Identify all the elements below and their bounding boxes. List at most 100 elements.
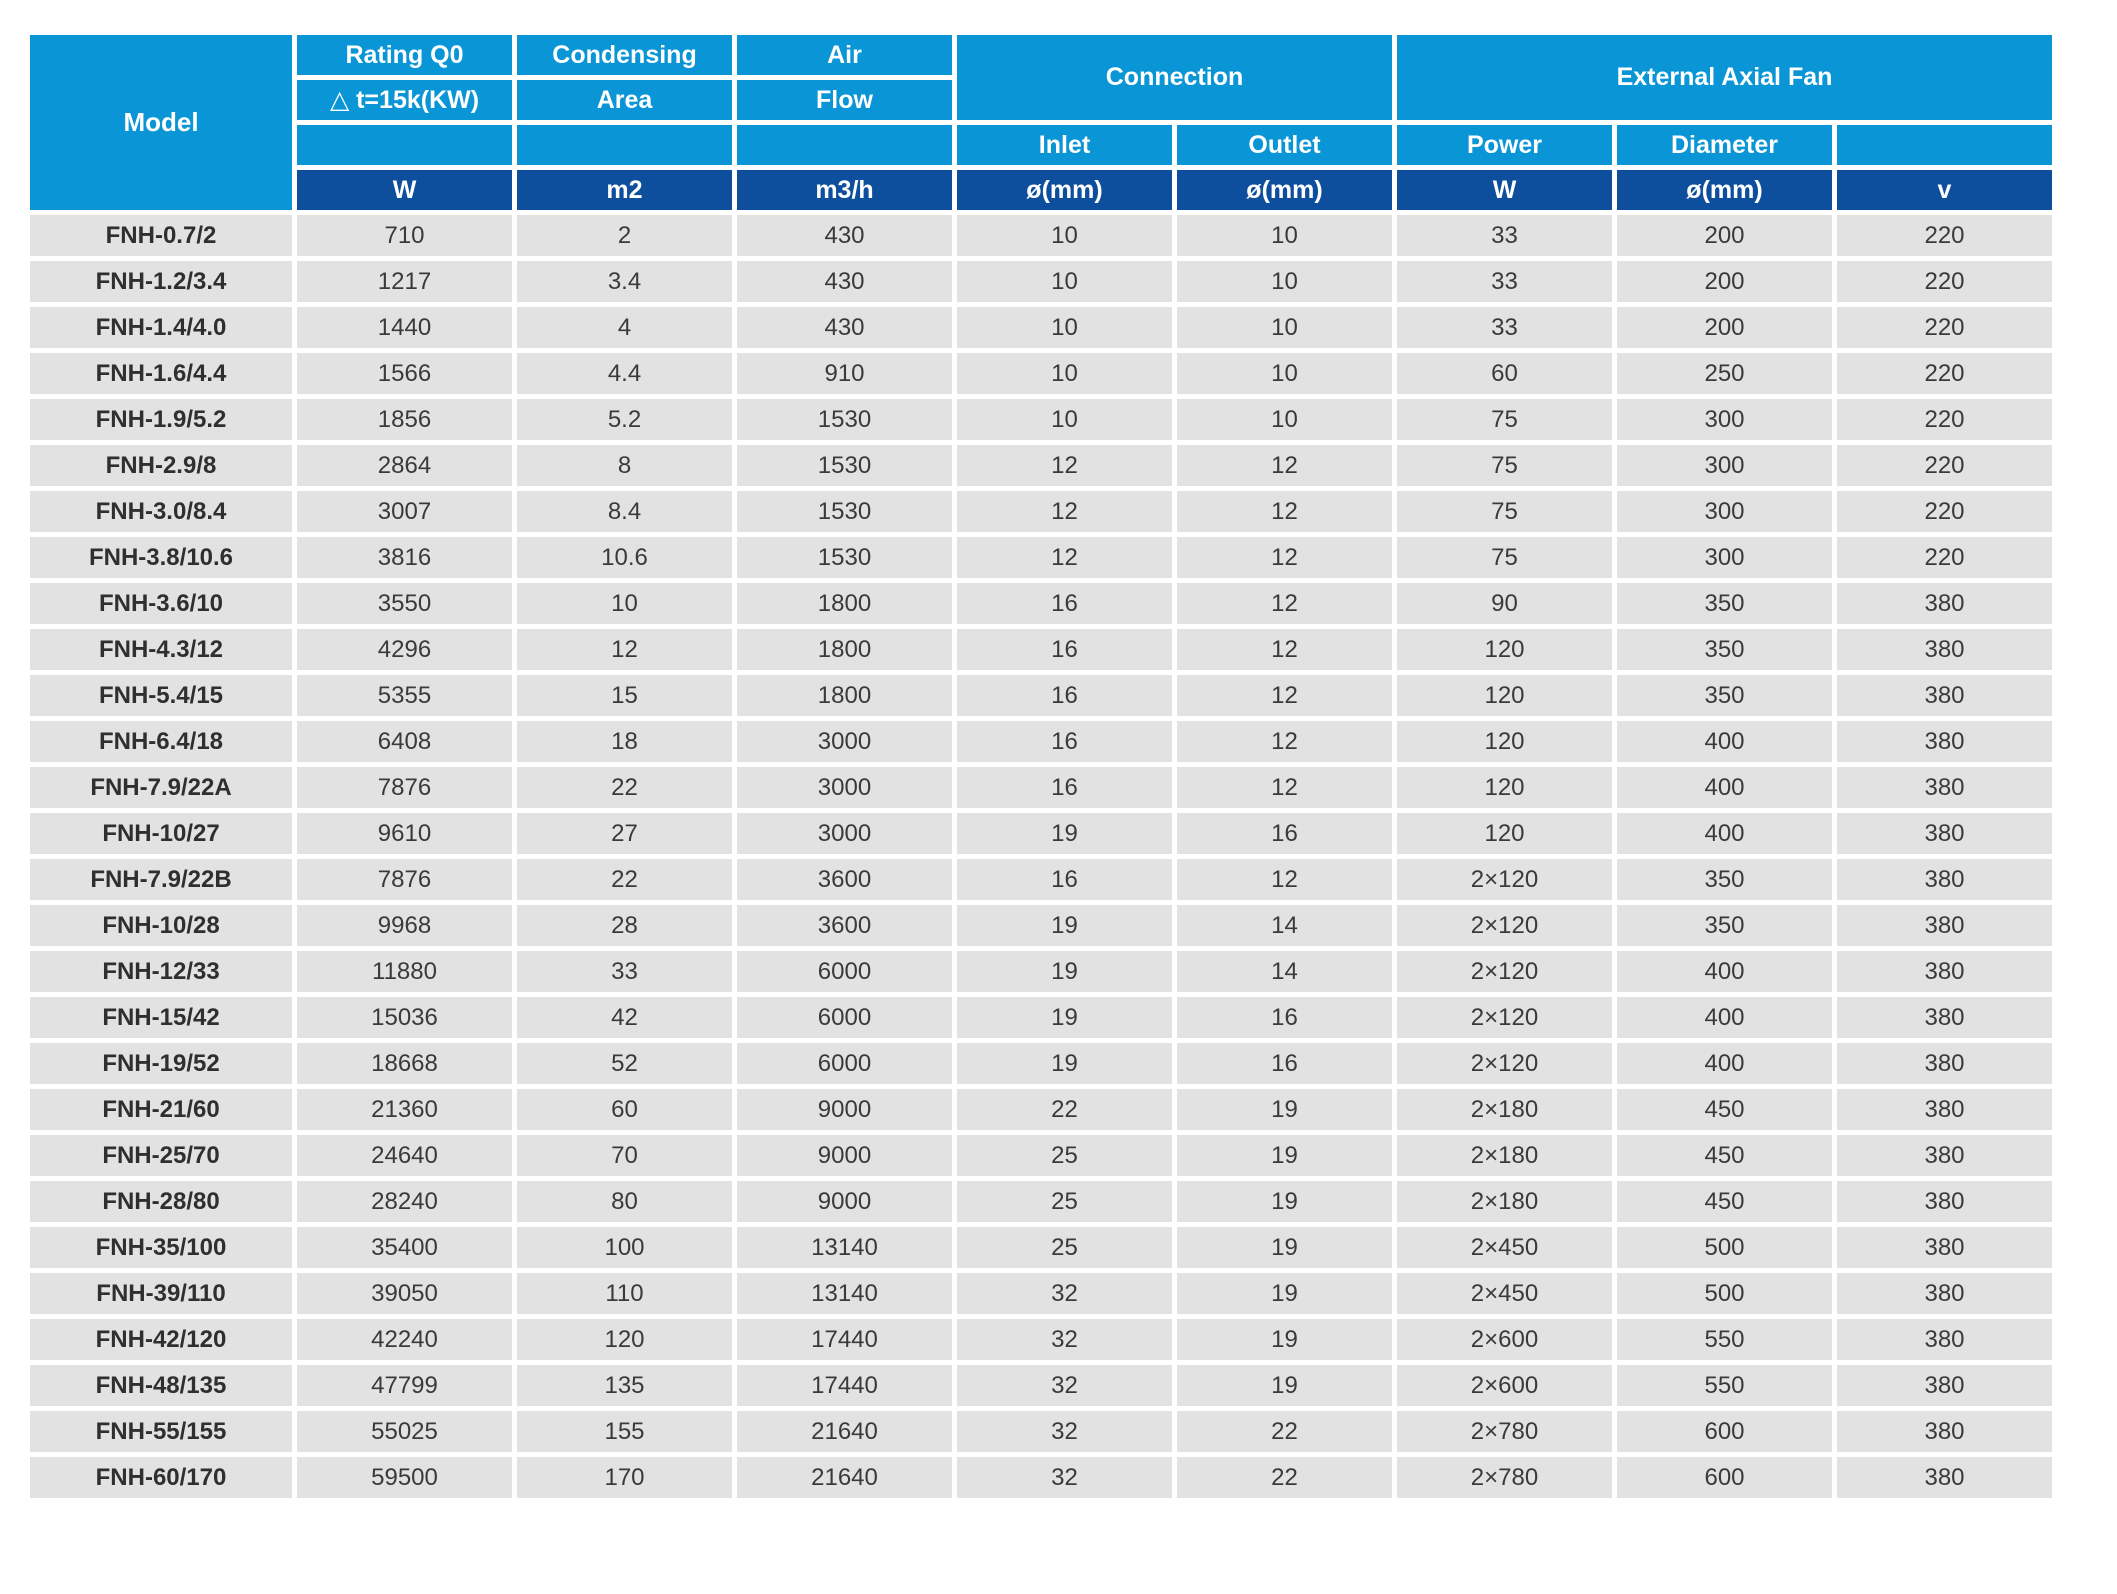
value-cell: 19 [957, 951, 1172, 992]
value-cell: 3000 [737, 721, 952, 762]
value-cell: 380 [1837, 1089, 2052, 1130]
value-cell: 12 [1177, 767, 1392, 808]
value-cell: 2864 [297, 445, 512, 486]
value-cell: 100 [517, 1227, 732, 1268]
value-cell: 2×450 [1397, 1227, 1612, 1268]
diameter-unit: ø(mm) [1617, 170, 1832, 210]
value-cell: 22 [1177, 1411, 1392, 1452]
value-cell: 21360 [297, 1089, 512, 1130]
value-cell: 16 [1177, 1043, 1392, 1084]
value-cell: 380 [1837, 721, 2052, 762]
inlet-unit: ø(mm) [957, 170, 1172, 210]
value-cell: 400 [1617, 1043, 1832, 1084]
value-cell: 4 [517, 307, 732, 348]
value-cell: 3600 [737, 859, 952, 900]
value-cell: 910 [737, 353, 952, 394]
value-cell: 1217 [297, 261, 512, 302]
value-cell: 75 [1397, 399, 1612, 440]
model-cell: FNH-6.4/18 [30, 721, 292, 762]
value-cell: 9610 [297, 813, 512, 854]
value-cell: 13140 [737, 1273, 952, 1314]
value-cell: 2×120 [1397, 951, 1612, 992]
value-cell: 12 [1177, 537, 1392, 578]
value-cell: 400 [1617, 767, 1832, 808]
model-cell: FNH-35/100 [30, 1227, 292, 1268]
value-cell: 12 [1177, 445, 1392, 486]
value-cell: 19 [957, 997, 1172, 1038]
value-cell: 380 [1837, 629, 2052, 670]
rating-header-line1: Rating Q0 [297, 35, 512, 75]
value-cell: 2×120 [1397, 905, 1612, 946]
value-cell: 2×180 [1397, 1089, 1612, 1130]
value-cell: 2 [517, 215, 732, 256]
model-cell: FNH-28/80 [30, 1181, 292, 1222]
value-cell: 32 [957, 1319, 1172, 1360]
value-cell: 10 [1177, 261, 1392, 302]
value-cell: 380 [1837, 997, 2052, 1038]
value-cell: 22 [1177, 1457, 1392, 1498]
value-cell: 350 [1617, 905, 1832, 946]
value-cell: 32 [957, 1365, 1172, 1406]
value-cell: 2×120 [1397, 1043, 1612, 1084]
value-cell: 70 [517, 1135, 732, 1176]
condensing-header-spacer [517, 125, 732, 165]
value-cell: 39050 [297, 1273, 512, 1314]
rating-unit: W [297, 170, 512, 210]
value-cell: 4.4 [517, 353, 732, 394]
value-cell: 17440 [737, 1365, 952, 1406]
model-cell: FNH-1.6/4.4 [30, 353, 292, 394]
value-cell: 3.4 [517, 261, 732, 302]
value-cell: 2×180 [1397, 1181, 1612, 1222]
value-cell: 155 [517, 1411, 732, 1452]
value-cell: 120 [1397, 767, 1612, 808]
value-cell: 600 [1617, 1411, 1832, 1452]
value-cell: 6000 [737, 951, 952, 992]
table-row: FNH-1.6/4.4 1566 4.4 910 10 10 60 250 220 [30, 353, 2052, 394]
value-cell: 10 [957, 261, 1172, 302]
value-cell: 16 [957, 583, 1172, 624]
value-cell: 14 [1177, 905, 1392, 946]
value-cell: 710 [297, 215, 512, 256]
value-cell: 4296 [297, 629, 512, 670]
power-unit: W [1397, 170, 1612, 210]
airflow-header-line1: Air [737, 35, 952, 75]
condensing-unit: m2 [517, 170, 732, 210]
power-header: Power [1397, 125, 1612, 165]
value-cell: 16 [1177, 813, 1392, 854]
value-cell: 2×600 [1397, 1319, 1612, 1360]
value-cell: 55025 [297, 1411, 512, 1452]
value-cell: 380 [1837, 1043, 2052, 1084]
table-row: FNH-39/110 39050 110 13140 32 19 2×450 500 380 [30, 1273, 2052, 1314]
value-cell: 350 [1617, 675, 1832, 716]
table-row: FNH-7.9/22B 7876 22 3600 16 12 2×120 350 380 [30, 859, 2052, 900]
value-cell: 120 [1397, 629, 1612, 670]
model-cell: FNH-2.9/8 [30, 445, 292, 486]
model-cell: FNH-7.9/22B [30, 859, 292, 900]
value-cell: 1800 [737, 583, 952, 624]
value-cell: 15 [517, 675, 732, 716]
condensing-header-line2: Area [517, 80, 732, 120]
value-cell: 1800 [737, 675, 952, 716]
table-row: FNH-28/80 28240 80 9000 25 19 2×180 450 380 [30, 1181, 2052, 1222]
value-cell: 300 [1617, 537, 1832, 578]
model-cell: FNH-3.8/10.6 [30, 537, 292, 578]
model-cell: FNH-55/155 [30, 1411, 292, 1452]
table-row: FNH-1.9/5.2 1856 5.2 1530 10 10 75 300 220 [30, 399, 2052, 440]
value-cell: 12 [957, 445, 1172, 486]
value-cell: 19 [1177, 1135, 1392, 1176]
value-cell: 22 [517, 859, 732, 900]
value-cell: 9000 [737, 1089, 952, 1130]
value-cell: 3000 [737, 813, 952, 854]
table-row: FNH-55/155 55025 155 21640 32 22 2×780 600 380 [30, 1411, 2052, 1452]
value-cell: 170 [517, 1457, 732, 1498]
model-cell: FNH-21/60 [30, 1089, 292, 1130]
value-cell: 22 [957, 1089, 1172, 1130]
value-cell: 33 [1397, 215, 1612, 256]
table-row: FNH-10/27 9610 27 3000 19 16 120 400 380 [30, 813, 2052, 854]
value-cell: 220 [1837, 307, 2052, 348]
value-cell: 42240 [297, 1319, 512, 1360]
table-row: FNH-3.0/8.4 3007 8.4 1530 12 12 75 300 220 [30, 491, 2052, 532]
table-row: FNH-21/60 21360 60 9000 22 19 2×180 450 380 [30, 1089, 2052, 1130]
table-row: FNH-35/100 35400 100 13140 25 19 2×450 500 380 [30, 1227, 2052, 1268]
value-cell: 120 [517, 1319, 732, 1360]
